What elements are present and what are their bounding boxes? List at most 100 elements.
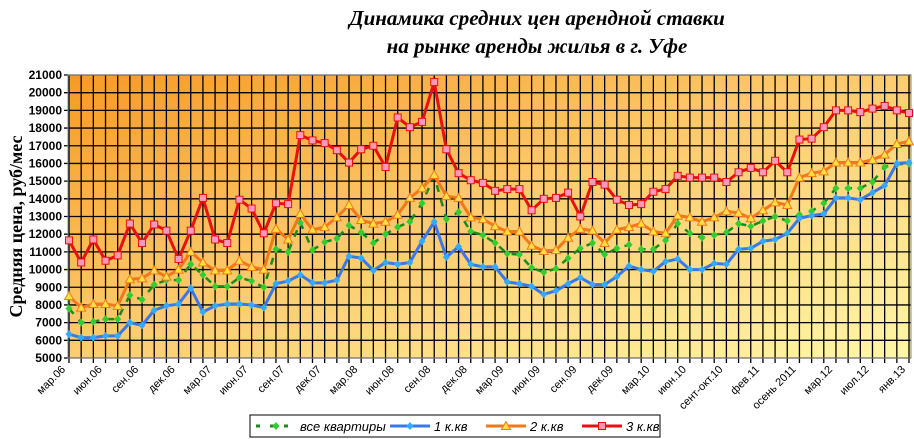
data-point <box>89 235 98 244</box>
data-point <box>136 272 148 283</box>
data-point <box>783 216 791 225</box>
chart-title: Динамика средних цен арендной ставки на … <box>0 4 914 60</box>
data-point <box>367 218 379 228</box>
data-point <box>698 233 706 242</box>
plot-border <box>67 74 912 359</box>
data-point <box>832 184 840 193</box>
data-point <box>223 239 232 248</box>
data-point <box>332 146 341 155</box>
data-point <box>674 254 682 263</box>
data-point <box>392 209 404 219</box>
data-point <box>661 185 670 194</box>
data-point <box>138 239 147 248</box>
data-point <box>818 165 830 176</box>
data-point <box>515 279 523 288</box>
x-tick-label: мар.06 <box>35 364 68 397</box>
data-point <box>89 317 97 326</box>
data-point <box>113 251 122 260</box>
data-point <box>406 258 414 267</box>
data-point <box>540 268 548 277</box>
data-point <box>150 306 158 315</box>
y-tick-label: 19000 <box>29 103 63 117</box>
data-point <box>479 262 487 271</box>
data-point <box>794 172 805 182</box>
legend-label: 1 к.кв <box>434 419 468 434</box>
data-point <box>173 264 184 274</box>
series-line <box>67 139 910 310</box>
y-tick-label: 7000 <box>35 316 62 330</box>
data-point <box>905 109 913 118</box>
legend-label: 2 к.кв <box>529 419 564 434</box>
data-point <box>612 195 621 204</box>
data-point <box>333 234 341 243</box>
x-tick-label: июл.12 <box>838 364 872 398</box>
data-point <box>248 277 256 286</box>
data-point <box>65 330 73 339</box>
data-point <box>722 260 730 269</box>
y-tick-label: 5000 <box>35 351 62 365</box>
series-3 <box>63 135 914 312</box>
data-point <box>856 184 864 193</box>
data-point <box>65 236 73 245</box>
legend-marker <box>500 420 512 430</box>
data-point <box>319 221 331 232</box>
data-point <box>259 229 268 238</box>
data-point <box>343 199 355 210</box>
data-point <box>550 244 562 255</box>
data-point <box>321 238 329 247</box>
data-point <box>891 138 903 148</box>
y-tick-label: 6000 <box>35 333 62 347</box>
y-axis-label: Средняя цена, руб/мес <box>6 136 26 318</box>
data-point <box>867 154 878 164</box>
data-point <box>698 173 707 182</box>
y-tick-label: 17000 <box>29 139 63 153</box>
data-point <box>515 250 523 259</box>
data-point <box>161 271 172 281</box>
data-point <box>308 278 316 287</box>
data-point <box>345 158 353 167</box>
data-point <box>138 321 146 330</box>
data-point <box>735 245 743 254</box>
data-point <box>369 266 377 275</box>
data-point <box>844 193 852 202</box>
data-point <box>710 231 718 240</box>
data-point <box>467 227 475 236</box>
data-point <box>527 206 536 215</box>
y-tick-label: 20000 <box>29 86 63 100</box>
data-point <box>576 212 585 221</box>
data-point <box>418 237 426 246</box>
data-point <box>345 252 353 261</box>
x-tick-label: июн.10 <box>655 364 689 398</box>
data-point <box>162 226 171 235</box>
legend-marker <box>272 422 280 430</box>
data-point <box>175 276 183 285</box>
data-point <box>272 245 280 254</box>
data-point <box>491 186 500 195</box>
data-point <box>540 290 548 299</box>
y-tick-label: 12000 <box>29 227 63 241</box>
series-4 <box>65 78 913 267</box>
data-point <box>65 304 73 313</box>
grid <box>64 74 911 363</box>
chart-title-line-1: Динамика средних цен арендной ставки <box>349 6 725 30</box>
data-point <box>574 223 586 233</box>
data-point <box>406 217 414 226</box>
x-tick-label: июн.08 <box>363 364 397 398</box>
data-point <box>647 226 659 236</box>
data-point <box>271 199 280 208</box>
data-point <box>528 282 536 291</box>
data-point <box>514 226 525 236</box>
data-point <box>382 230 390 239</box>
data-point <box>114 331 122 340</box>
data-point <box>576 273 584 282</box>
series-2 <box>65 158 913 342</box>
data-point <box>503 249 511 258</box>
data-point <box>808 211 816 220</box>
data-point <box>880 101 889 110</box>
data-point <box>235 273 243 282</box>
data-point <box>308 246 316 255</box>
data-point <box>357 145 366 154</box>
data-point <box>759 237 767 246</box>
y-tick-label: 9000 <box>35 280 62 294</box>
data-point <box>649 245 657 254</box>
